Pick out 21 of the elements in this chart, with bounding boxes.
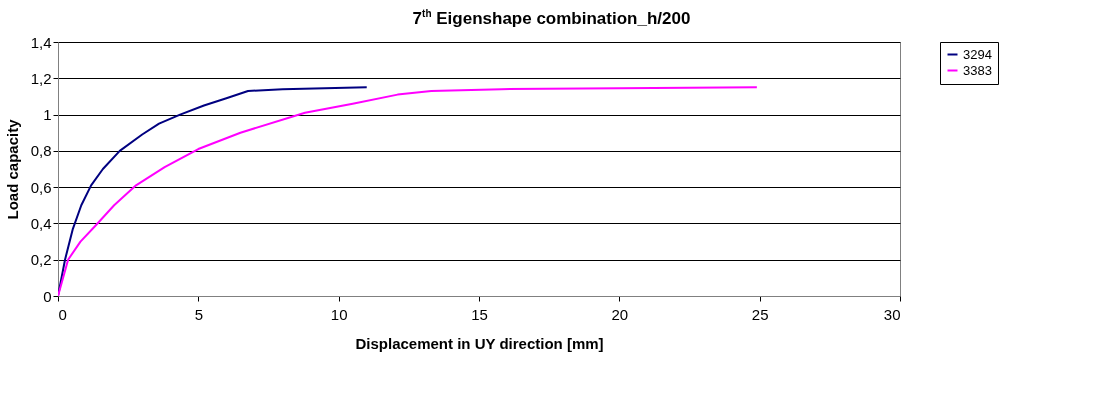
x-tick-label: 15 (471, 305, 488, 323)
x-tick-label: 10 (330, 305, 348, 323)
y-tick-label: 0,4 (30, 214, 52, 232)
x-tick-label: 0 (58, 305, 67, 323)
x-axis-title: Displacement in UY direction [mm] (355, 334, 604, 352)
x-tick-label: 5 (194, 305, 204, 323)
legend-label: 3383 (963, 62, 992, 78)
y-tick-label: 0,6 (30, 178, 52, 196)
x-tick-label: 25 (751, 305, 769, 323)
line-series (58, 86, 758, 296)
x-tick-label: 20 (611, 305, 629, 323)
y-axis-title: Load capacity (3, 118, 21, 220)
chart-title: 7$^{th}$ Eigenshape combination_h/200 (411, 7, 692, 30)
y-tick-label: 0 (43, 287, 52, 305)
y-tick-label: 0,2 (30, 251, 52, 269)
legend-label: 3294 (963, 46, 992, 62)
y-tick-label: 1,2 (30, 69, 52, 87)
y-tick-label: 1,4 (30, 33, 52, 51)
x-tick-label: 30 (883, 305, 901, 323)
y-tick-label: 1 (43, 106, 52, 124)
y-tick-label: 0,8 (30, 142, 52, 160)
